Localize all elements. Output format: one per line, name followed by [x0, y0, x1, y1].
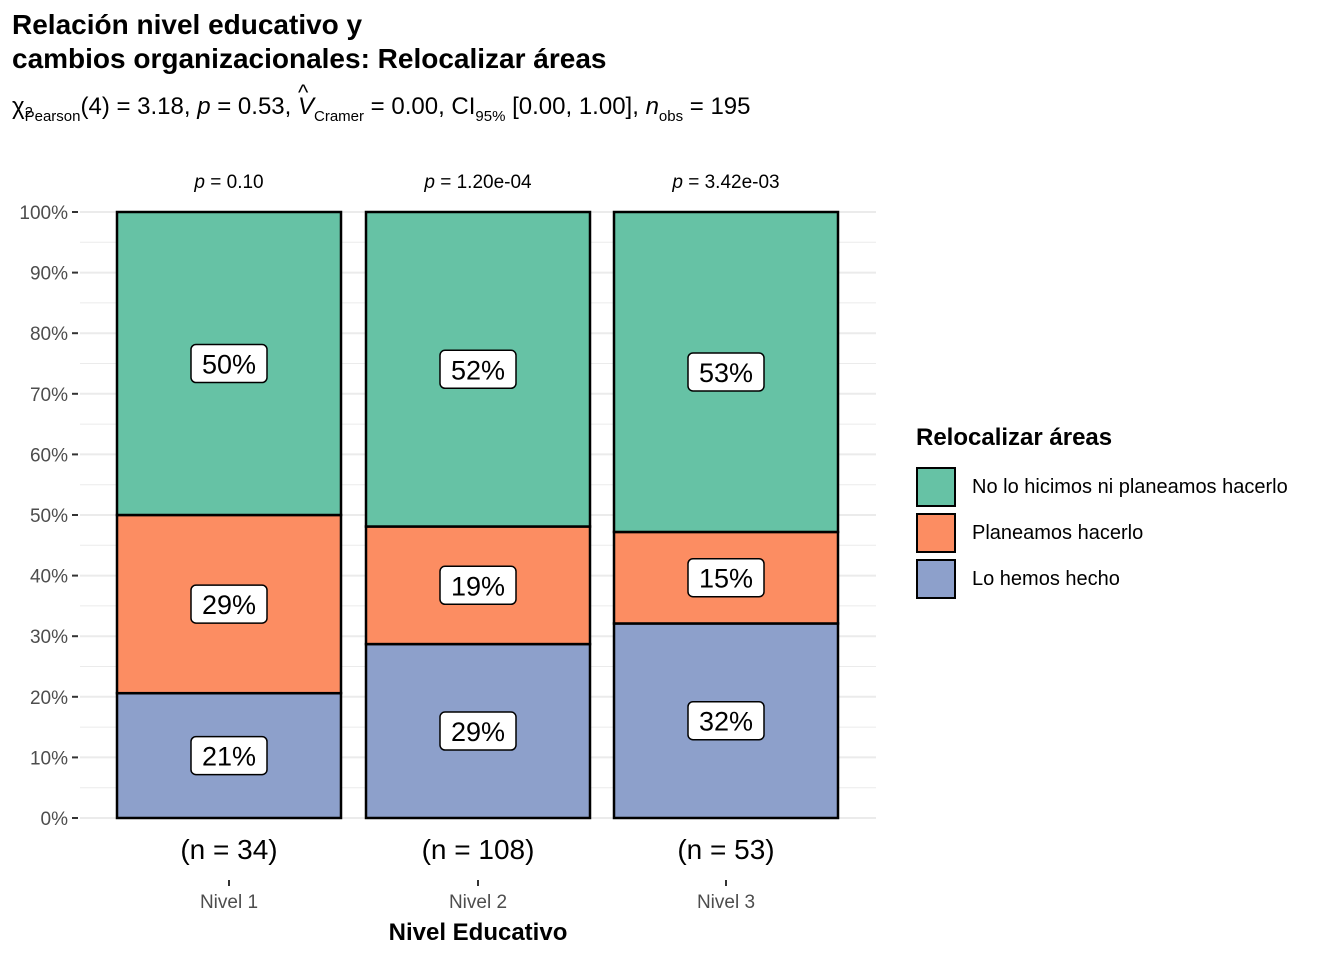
x-tick-label: Nivel 3	[697, 892, 755, 913]
subtitle-part-1: (4) = 3.18,	[80, 93, 198, 120]
chart-title-line-1: Relación nivel educativo y	[12, 9, 363, 40]
data-label-box	[439, 349, 517, 390]
y-tick-label: 0%	[41, 809, 69, 830]
data-label-box	[190, 343, 268, 384]
chart-legend: Relocalizar áreas No lo hicimos ni plane…	[916, 424, 1288, 602]
subtitle-chi-symbol: χ	[12, 93, 25, 120]
data-label: 15%	[699, 564, 753, 594]
data-label-box	[687, 557, 765, 598]
subtitle-n-symbol: n	[645, 93, 659, 120]
sample-size-label: (n = 108)	[422, 834, 535, 865]
sample-size-label: (n = 34)	[180, 834, 277, 865]
subtitle-part-2: = 0.53,	[210, 93, 298, 120]
data-label: 21%	[202, 742, 256, 772]
data-label: 50%	[202, 350, 256, 380]
subtitle-part-5: = 195	[683, 93, 751, 120]
legend-item: No lo hicimos ni planeamos hacerlo	[916, 464, 1288, 510]
y-tick-label: 20%	[30, 688, 68, 709]
subtitle-part-4: [0.00, 1.00],	[505, 93, 646, 120]
legend-items: No lo hicimos ni planeamos hacerlo Planea…	[916, 464, 1288, 602]
y-tick-label: 30%	[30, 627, 68, 648]
data-label: 52%	[451, 355, 505, 385]
chart-subtitle: χ 2 Pearson(4) = 3.18, p = 0.53, ^ VCramer …	[12, 80, 751, 132]
x-tick-label: Nivel 2	[449, 892, 507, 913]
subtitle-n-sub: obs	[658, 108, 684, 125]
legend-key-swatch	[916, 467, 956, 507]
legend-title: Relocalizar áreas	[916, 424, 1113, 451]
data-label: 32%	[699, 707, 753, 737]
x-tick-label: Nivel 1	[200, 892, 258, 913]
legend-item: Lo hemos hecho	[916, 556, 1288, 602]
legend-key-swatch	[916, 559, 956, 599]
data-label: 29%	[451, 717, 505, 747]
subtitle-p-symbol: p	[197, 93, 211, 120]
data-label-box	[439, 711, 517, 751]
legend-label: Lo hemos hecho	[972, 567, 1120, 590]
subtitle-v-symbol: V	[297, 93, 314, 120]
subtitle-part-3: = 0.00, CI	[364, 93, 476, 120]
subtitle-chi-sub: Pearson	[24, 108, 81, 125]
y-tick-label: 60%	[30, 445, 68, 466]
subtitle-v-sub: Cramer	[314, 108, 365, 125]
data-label-box	[687, 352, 765, 392]
legend-item: Planeamos hacerlo	[916, 510, 1288, 556]
data-label-box	[687, 700, 765, 741]
y-tick-label: 90%	[30, 264, 68, 285]
subtitle-ci-sub: 95%	[475, 108, 506, 125]
chart-plot-area: 0% 10% 20% 30% 40% 50% 60% 70% 80% 90% 100% 21% 29% 5…	[19, 172, 876, 946]
chart-title-line-2: cambios organizacionales: Relocalizar ár…	[12, 43, 607, 74]
data-label-box	[439, 565, 517, 606]
y-tick-label: 70%	[30, 385, 68, 406]
legend-label: Planeamos hacerlo	[972, 521, 1144, 544]
data-label-box	[190, 735, 268, 776]
y-tick-label: 80%	[30, 324, 68, 345]
data-label: 29%	[202, 590, 256, 620]
y-tick-label: 50%	[30, 506, 68, 527]
y-tick-label: 100%	[19, 203, 68, 224]
data-label: 53%	[699, 358, 753, 388]
p-value-label: p = 3.42e-03	[671, 172, 779, 193]
p-value-label: p = 0.10	[193, 172, 263, 193]
subtitle-chi-sup: 2	[24, 104, 33, 121]
y-tick-label: 10%	[30, 748, 68, 769]
x-axis-title: Nivel Educativo	[389, 919, 568, 946]
hat-accent-icon: ^	[297, 80, 309, 105]
legend-key-swatch	[916, 513, 956, 553]
p-value-label: p = 1.20e-04	[423, 172, 532, 193]
legend-label: No lo hicimos ni planeamos hacerlo	[972, 475, 1288, 498]
data-label: 19%	[451, 571, 505, 601]
data-label-box	[190, 584, 268, 624]
sample-size-label: (n = 53)	[677, 834, 774, 865]
y-tick-label: 40%	[30, 567, 68, 588]
chart-title: Relación nivel educativo y cambios organ…	[12, 8, 606, 76]
